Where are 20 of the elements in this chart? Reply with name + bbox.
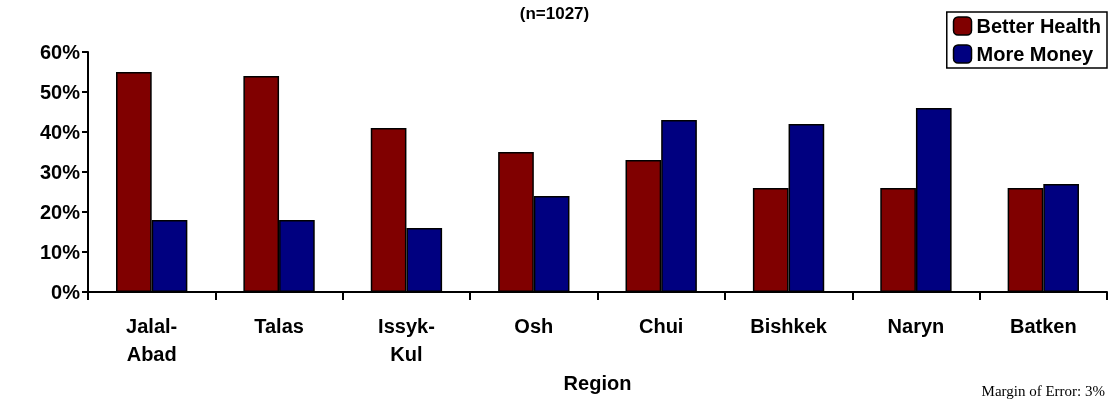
x-tick-label: Bishkek <box>750 315 828 337</box>
legend-label: More Money <box>976 43 1095 65</box>
chart-title: (n=1027) <box>519 4 590 23</box>
x-tick-label: Naryn <box>887 315 945 337</box>
y-tick-label: 10% <box>39 241 81 263</box>
text: Margin of Error: 3% <box>981 382 1106 399</box>
y-tick-label: 20% <box>39 201 81 223</box>
x-tick-label: Jalal-Abad <box>126 315 178 365</box>
y-tick-label: 40% <box>39 121 81 143</box>
x-tick-label: Talas <box>254 315 304 337</box>
x-tick-label: Osh <box>514 315 554 337</box>
x-tick-label: Chui <box>638 315 684 337</box>
y-tick-label: 0% <box>51 281 81 303</box>
y-tick-label: 30% <box>39 161 81 183</box>
y-tick-label: 60% <box>39 41 81 63</box>
x-axis-title: Region <box>563 371 632 394</box>
x-tick-label: Issyk-Kul <box>378 315 435 365</box>
legend-label: Better Health <box>976 15 1102 37</box>
y-tick-label: 50% <box>39 81 81 103</box>
x-tick-label: Batken <box>1009 315 1077 337</box>
